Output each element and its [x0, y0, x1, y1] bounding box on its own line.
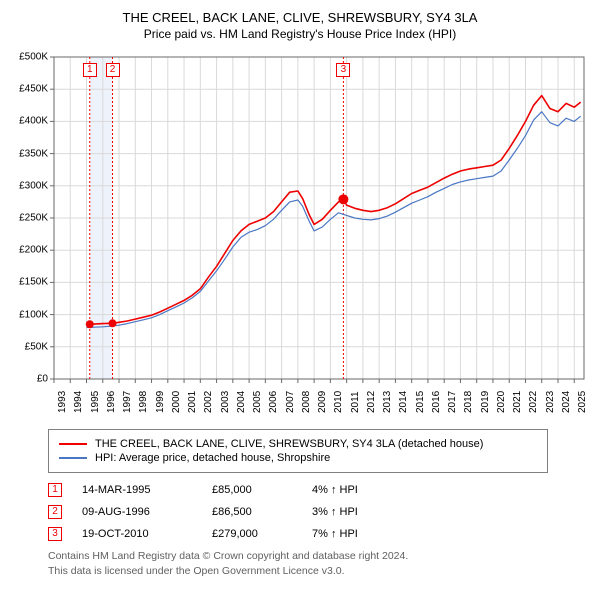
- event-marker-2: 2: [106, 63, 120, 77]
- chart-area: £0£50K£100K£150K£200K£250K£300K£350K£400…: [8, 49, 592, 419]
- event-marker-box: 3: [48, 527, 62, 541]
- legend-label: HPI: Average price, detached house, Shro…: [95, 452, 330, 464]
- event-price: £85,000: [212, 484, 292, 496]
- event-diff: 3% ↑ HPI: [312, 506, 412, 518]
- event-row: 2 09-AUG-1996 £86,500 3% ↑ HPI: [48, 505, 592, 519]
- footer-line-1: Contains HM Land Registry data © Crown c…: [48, 549, 592, 564]
- chart-subtitle: Price paid vs. HM Land Registry's House …: [8, 27, 592, 41]
- legend-swatch: [59, 457, 87, 459]
- chart-title: THE CREEL, BACK LANE, CLIVE, SHREWSBURY,…: [8, 10, 592, 25]
- event-price: £86,500: [212, 506, 292, 518]
- event-diff: 4% ↑ HPI: [312, 484, 412, 496]
- legend-label: THE CREEL, BACK LANE, CLIVE, SHREWSBURY,…: [95, 438, 483, 450]
- legend-row: THE CREEL, BACK LANE, CLIVE, SHREWSBURY,…: [59, 438, 537, 450]
- event-date: 19-OCT-2010: [82, 528, 192, 540]
- event-row: 1 14-MAR-1995 £85,000 4% ↑ HPI: [48, 483, 592, 497]
- event-diff: 7% ↑ HPI: [312, 528, 412, 540]
- legend-row: HPI: Average price, detached house, Shro…: [59, 452, 537, 464]
- event-price: £279,000: [212, 528, 292, 540]
- event-row: 3 19-OCT-2010 £279,000 7% ↑ HPI: [48, 527, 592, 541]
- legend: THE CREEL, BACK LANE, CLIVE, SHREWSBURY,…: [48, 429, 548, 473]
- legend-swatch: [59, 443, 87, 445]
- event-markers: 12 3: [8, 49, 592, 419]
- footer-line-2: This data is licensed under the Open Gov…: [48, 564, 592, 579]
- event-marker-1: 1: [83, 63, 97, 77]
- event-date: 14-MAR-1995: [82, 484, 192, 496]
- event-date: 09-AUG-1996: [82, 506, 192, 518]
- events-list: 1 14-MAR-1995 £85,000 4% ↑ HPI 2 09-AUG-1996 £…: [48, 483, 592, 541]
- event-marker-box: 1: [48, 483, 62, 497]
- event-marker-box: 2: [48, 505, 62, 519]
- event-marker-3: 3: [336, 63, 350, 77]
- footer-attribution: Contains HM Land Registry data © Crown c…: [48, 549, 592, 578]
